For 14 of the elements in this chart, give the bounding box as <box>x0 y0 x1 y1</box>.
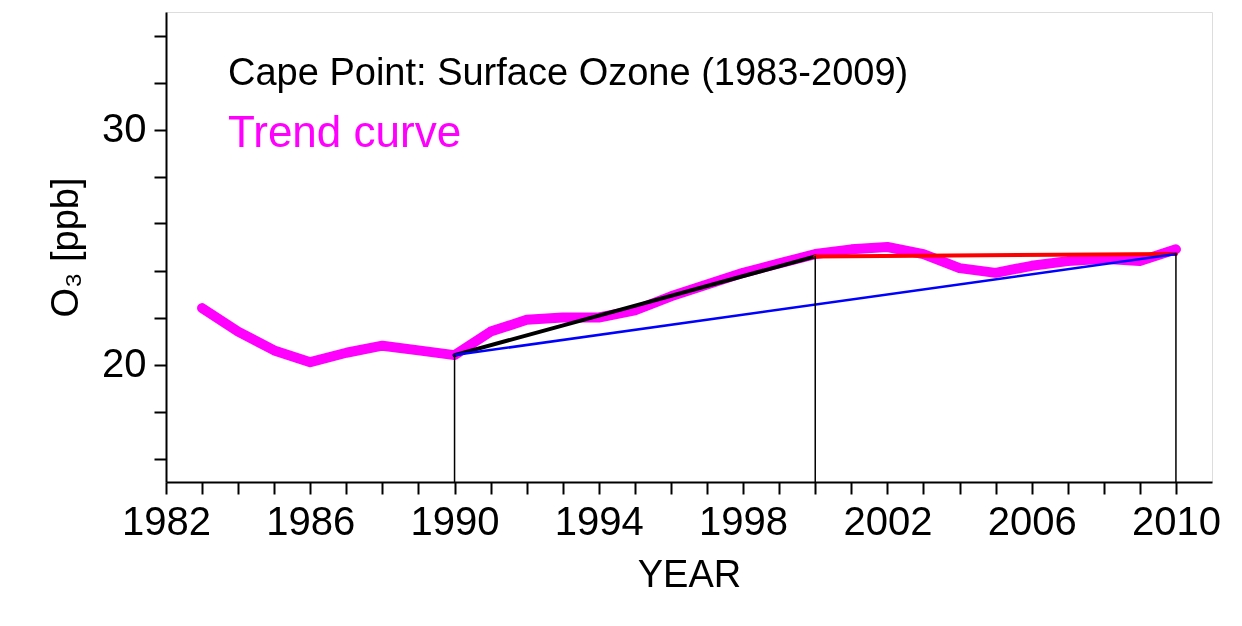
x-tick-label: 2002 <box>843 498 933 543</box>
x-tick-label: 2006 <box>987 498 1077 543</box>
x-tick-label: 1986 <box>266 498 356 543</box>
x-tick-label: 1982 <box>122 498 211 543</box>
x-tick-label: 1998 <box>699 498 789 543</box>
text: Trend curve <box>228 107 462 156</box>
x-tick-label: 2010 <box>1131 498 1221 543</box>
x-tick-label: 1994 <box>554 498 644 543</box>
x-axis-title: YEAR <box>637 552 742 595</box>
annotation: Cape Point: Surface Ozone (1983-2009) <box>228 51 909 93</box>
x-tick-label: 1990 <box>410 498 500 543</box>
y-tick-label: 20 <box>102 341 147 385</box>
y-axis-title: O₃ [ppb] <box>44 177 87 318</box>
y-tick-label: 30 <box>102 106 147 150</box>
